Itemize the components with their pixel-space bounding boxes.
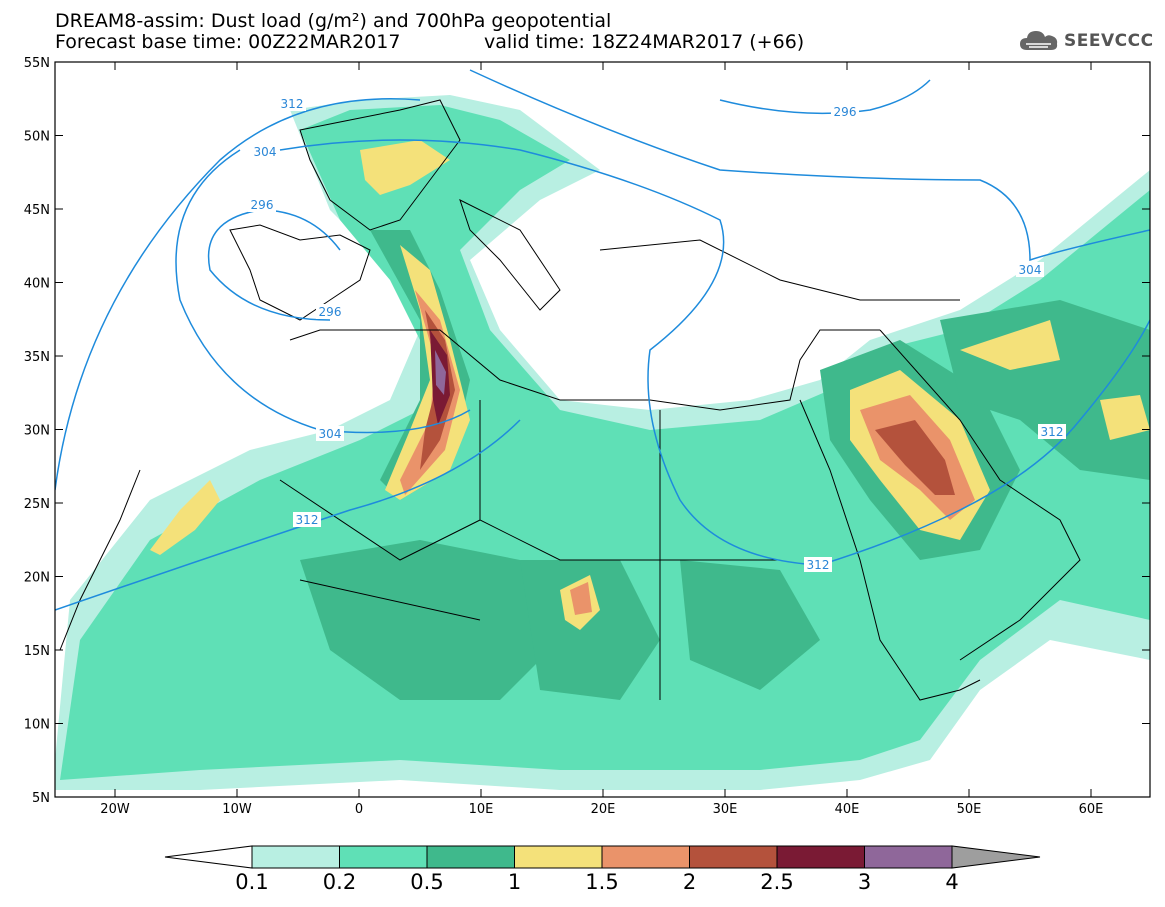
lon-tick-label: 50E — [957, 802, 982, 817]
red-sea-coast — [799, 399, 981, 701]
contour-312-east — [819, 319, 1150, 566]
dust-1-iran — [1100, 395, 1150, 440]
contour-label: 296 — [834, 105, 857, 119]
colorbar-swatch — [601, 845, 690, 869]
lat-tick-label: 40N — [24, 277, 50, 292]
contour-labels: 312 304 296 296 304 312 312 312 304 296 — [248, 96, 1066, 572]
lon-tick-label: 20W — [100, 802, 130, 817]
colorbar-swatch — [689, 845, 778, 869]
dust-shading — [55, 95, 1150, 790]
colorbar-swatch — [864, 845, 953, 869]
coastlines — [59, 99, 1081, 701]
lat-tick-label: 55N — [24, 56, 50, 71]
colorbar-swatch — [426, 845, 515, 869]
colorbar-tick-label: 2 — [682, 870, 697, 894]
lat-tick-label: 10N — [24, 718, 50, 733]
latitude-ticks: 55N 50N 45N 40N 35N 30N 25N 20N 15N 10N 5N — [24, 56, 1150, 806]
colorbar-tick-label: 3 — [857, 870, 872, 894]
geopotential-contours — [55, 69, 1150, 611]
colorbar-swatch — [776, 845, 865, 869]
contour-304-north — [469, 69, 1150, 262]
lon-tick-label: 20E — [591, 802, 616, 817]
contour-label: 312 — [296, 513, 319, 527]
lat-tick-label: 5N — [32, 791, 50, 806]
lon-tick-label: 0 — [355, 802, 363, 817]
dust-1-morocco — [150, 480, 220, 555]
turkey-coast — [599, 239, 960, 301]
seevccc-logo: SEEVCCC — [1018, 26, 1154, 56]
contour-label: 304 — [319, 427, 342, 441]
cloud-icon — [1020, 31, 1058, 50]
colorbar-swatch — [514, 845, 603, 869]
contour-304-central — [279, 139, 821, 566]
lon-tick-label: 30E — [713, 802, 738, 817]
lat-tick-label: 45N — [24, 203, 50, 218]
colorbar-swatch — [251, 845, 340, 869]
logo-text: SEEVCCC — [1064, 31, 1154, 51]
contour-312-west — [55, 98, 421, 491]
lon-tick-label: 10W — [222, 802, 252, 817]
dust-0.5-west — [300, 540, 560, 700]
colorbar-min-arrow — [164, 845, 253, 869]
contour-304-west — [175, 149, 471, 434]
colorbar-tick-label: 0.2 — [322, 870, 357, 894]
lat-tick-label: 30N — [24, 424, 50, 439]
contour-label: 304 — [254, 145, 277, 159]
lat-tick-label: 15N — [24, 644, 50, 659]
map-title: DREAM8-assim: Dust load (g/m²) and 700hP… — [55, 10, 612, 32]
contour-label: 312 — [1041, 425, 1064, 439]
france-outline — [299, 99, 461, 231]
colorbar-tick-label: 2.5 — [760, 870, 794, 894]
contour-296-north — [719, 79, 931, 115]
contour-label: 296 — [251, 198, 274, 212]
colorbar-tick-label: 4 — [945, 870, 959, 894]
lat-tick-label: 35N — [24, 350, 50, 365]
longitude-ticks: 20W 10W 0 10E 20E 30E 40E 50E 60E — [100, 62, 1103, 817]
dust-1-iraq — [960, 320, 1060, 370]
dust-1.5-chad — [570, 582, 592, 615]
colorbar-max-arrow — [951, 845, 1041, 869]
dust-1-france — [360, 140, 450, 195]
dust-0.5-east — [680, 560, 820, 690]
contour-label: 296 — [319, 305, 342, 319]
north-africa-coast — [289, 329, 880, 411]
west-africa-coast — [59, 469, 141, 651]
colorbar-swatch — [339, 845, 428, 869]
colorbar — [164, 845, 1041, 869]
lat-tick-label: 20N — [24, 571, 50, 586]
colorbar-tick-label: 1.5 — [585, 870, 619, 894]
colorbar-tick-label: 1 — [507, 870, 522, 894]
contour-label: 312 — [281, 97, 304, 111]
arabia-coast — [879, 329, 1081, 661]
contour-312-south — [55, 419, 521, 611]
lat-tick-label: 25N — [24, 497, 50, 512]
contour-296-low — [207, 209, 341, 321]
valid-time: valid time: 18Z24MAR2017 (+66) — [484, 31, 805, 53]
iberia-outline — [229, 224, 371, 321]
country-borders — [279, 400, 780, 700]
lat-tick-label: 50N — [24, 130, 50, 145]
contour-label: 312 — [807, 558, 830, 572]
italy-outline — [459, 199, 561, 311]
lon-tick-label: 60E — [1079, 802, 1104, 817]
dust-0.5-central — [520, 560, 660, 700]
lon-tick-label: 40E — [835, 802, 860, 817]
contour-label: 304 — [1019, 263, 1042, 277]
dust-load-map: 312 304 296 296 304 312 312 312 304 296 55N 50N 45N… — [24, 56, 1151, 817]
dust-2-arabia — [875, 420, 955, 495]
colorbar-tick-label: 0.5 — [410, 870, 444, 894]
dust-1-plume — [385, 245, 470, 500]
forecast-base-time: Forecast base time: 00Z22MAR2017 — [55, 31, 401, 53]
dust-3-plume — [435, 350, 446, 395]
colorbar-tick-label: 0.1 — [235, 870, 269, 894]
lon-tick-label: 10E — [469, 802, 494, 817]
